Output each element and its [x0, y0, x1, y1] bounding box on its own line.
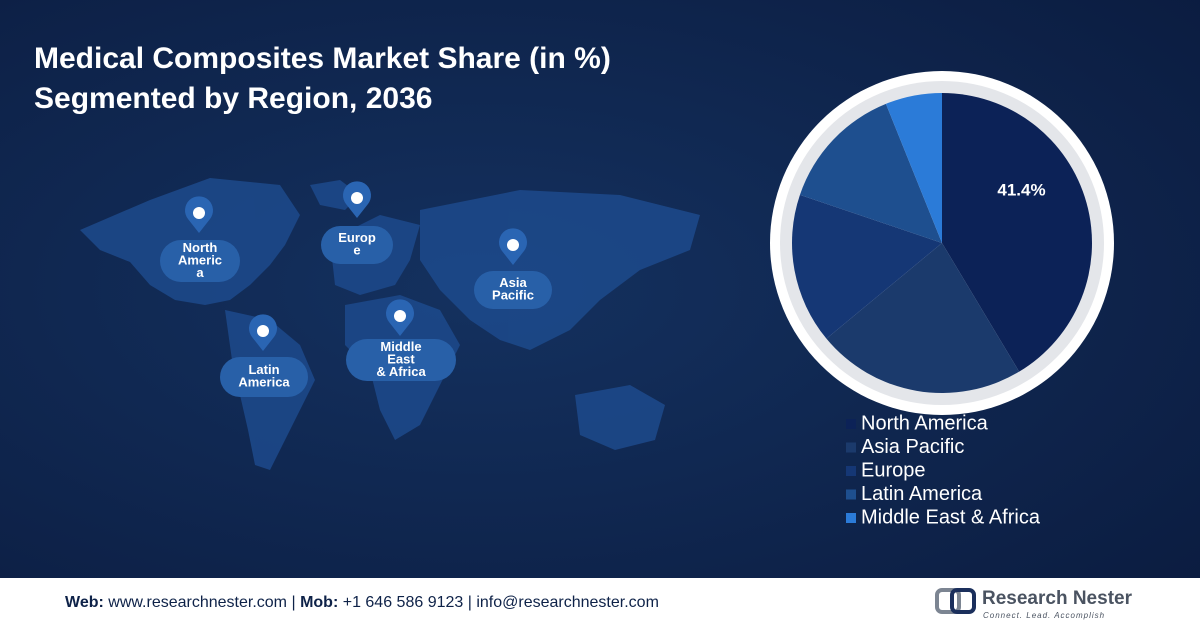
pin-label: Americ: [178, 252, 222, 267]
logo: Research Nester Connect. Lead. Accomplis…: [935, 588, 1133, 620]
footer-separator: |: [468, 594, 472, 611]
pie-slice: [942, 93, 1092, 372]
pin-label-box: [474, 271, 552, 309]
data-label: 41.4%: [997, 180, 1045, 199]
map-australia: [575, 385, 665, 450]
pin-label-box: [160, 240, 240, 282]
pin-dot: [394, 310, 406, 322]
pie-slice: [885, 93, 942, 243]
legend-swatch: [846, 442, 856, 453]
footer-mob-label: Mob:: [300, 594, 338, 611]
legend-label: Europe: [861, 459, 926, 481]
pin-dot: [351, 192, 363, 204]
pin-label: Latin: [248, 362, 279, 377]
logo-tagline: Connect. Lead. Accomplish: [983, 611, 1105, 620]
legend-label: North America: [861, 412, 989, 434]
legend-label: Asia Pacific: [861, 436, 964, 458]
footer-mob: +1 646 586 9123: [343, 594, 464, 611]
logo-icon: [935, 588, 961, 614]
pin-label-box: [346, 339, 456, 381]
legend-swatch: [846, 513, 856, 523]
logo-name: Research Nester: [982, 588, 1133, 609]
map-asia: [420, 190, 700, 350]
map-pins: NorthAmericaEuropeAsiaPacificLatinAmeric…: [160, 181, 552, 397]
footer-web-label: Web:: [65, 594, 104, 611]
legend-label: Latin America: [861, 483, 983, 505]
pin-label-box: [321, 226, 393, 264]
footer-email: info@researchnester.com: [476, 594, 659, 611]
pie-slice: [792, 194, 942, 339]
pin-dot: [507, 239, 519, 251]
pin-dot: [257, 325, 269, 337]
legend-swatch: [846, 466, 856, 476]
pin-label: Middle: [380, 339, 421, 354]
pin-label: Europ: [338, 230, 376, 245]
footer-separator: |: [291, 594, 295, 611]
pin-label: e: [353, 243, 360, 258]
pin-label: North: [183, 240, 218, 255]
pin-label: America: [238, 375, 290, 390]
pin-dot: [193, 207, 205, 219]
pin-label: a: [196, 265, 204, 280]
footer-band: [0, 578, 1200, 628]
logo-icon: [950, 588, 976, 614]
pin-label: East: [387, 351, 415, 366]
legend-swatch: [846, 489, 856, 500]
footer-contacts: Web: www.researchnester.com | Mob: +1 64…: [65, 594, 659, 611]
pin-label: Asia: [499, 275, 527, 290]
chart-title: Segmented by Region, 2036: [34, 82, 432, 115]
chart-title: Medical Composites Market Share (in %): [34, 42, 611, 75]
pin-label: & Africa: [376, 364, 426, 379]
pin-label-box: [220, 357, 308, 397]
footer-web: www.researchnester.com: [107, 594, 287, 611]
legend-label: Middle East & Africa: [861, 506, 1041, 528]
pie-slice: [826, 243, 1020, 393]
pin-label: Pacific: [492, 288, 534, 303]
pie: 41.4%: [792, 93, 1092, 393]
legend-swatch: [846, 419, 856, 429]
pie-slice: [799, 103, 942, 243]
